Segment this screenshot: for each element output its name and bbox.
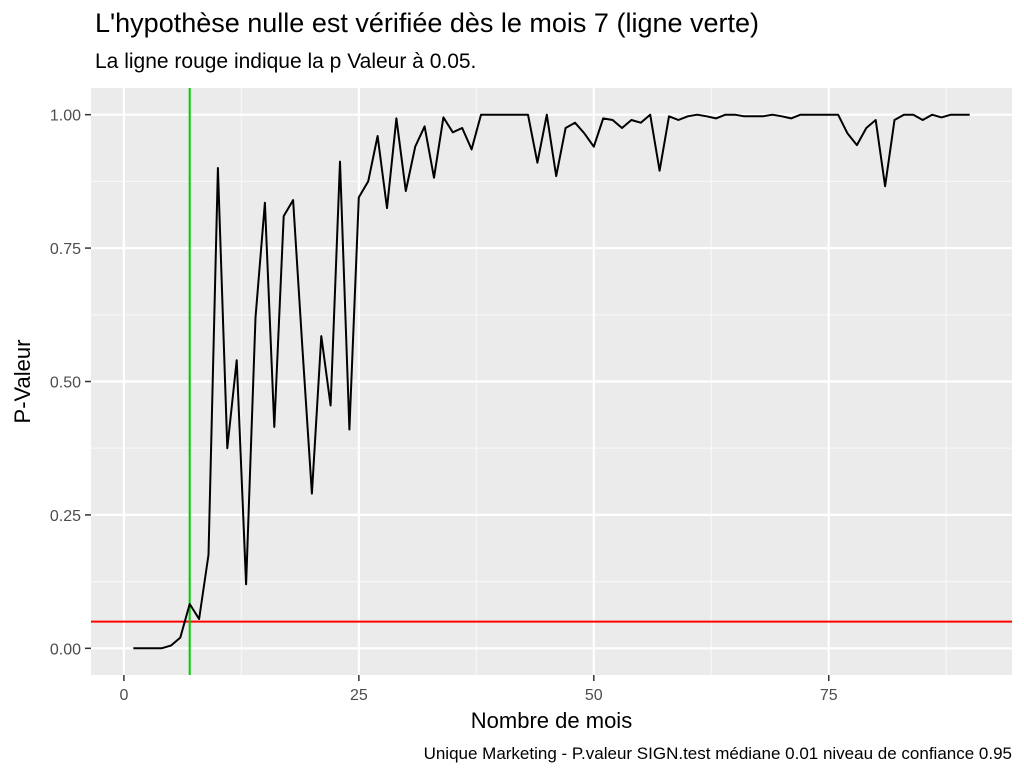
- y-tick-label: 0.75: [50, 241, 81, 258]
- y-tick-label: 0.00: [50, 641, 81, 658]
- x-tick-label: 0: [119, 687, 128, 704]
- y-axis-ticks: 0.00 0.25 0.50 0.75 1.00: [50, 108, 91, 658]
- y-tick-label: 0.25: [50, 508, 81, 525]
- y-tick-label: 1.00: [50, 108, 81, 125]
- p-value-series-line: [133, 113, 970, 650]
- x-axis-title: Nombre de mois: [471, 708, 632, 733]
- y-axis-title: P-Valeur: [10, 340, 35, 424]
- chart-title: L'hypothèse nulle est vérifiée dès le mo…: [95, 8, 760, 38]
- x-tick-label: 75: [820, 687, 838, 704]
- chart-subtitle: La ligne rouge indique la p Valeur à 0.0…: [95, 50, 477, 73]
- y-tick-label: 0.50: [50, 375, 81, 392]
- chart-caption: Unique Marketing - P.valeur SIGN.test mé…: [423, 744, 1012, 763]
- x-axis-ticks: 0 25 50 75: [119, 675, 838, 704]
- x-tick-label: 50: [585, 687, 603, 704]
- grid-major: [91, 88, 1012, 675]
- x-tick-label: 25: [350, 687, 368, 704]
